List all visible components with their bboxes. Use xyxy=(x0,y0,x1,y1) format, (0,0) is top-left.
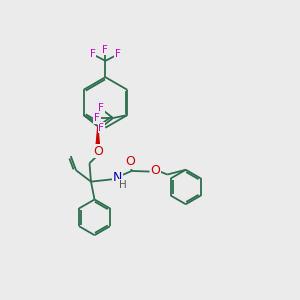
Text: F: F xyxy=(98,103,104,113)
Text: H: H xyxy=(119,180,127,190)
Polygon shape xyxy=(96,126,99,145)
Text: O: O xyxy=(151,164,160,178)
Text: F: F xyxy=(98,123,104,133)
Text: F: F xyxy=(115,49,121,59)
Text: O: O xyxy=(125,155,135,168)
Text: O: O xyxy=(93,145,103,158)
Text: F: F xyxy=(103,44,108,55)
Text: N: N xyxy=(113,171,122,184)
Text: F: F xyxy=(94,113,100,123)
Text: F: F xyxy=(90,49,96,59)
